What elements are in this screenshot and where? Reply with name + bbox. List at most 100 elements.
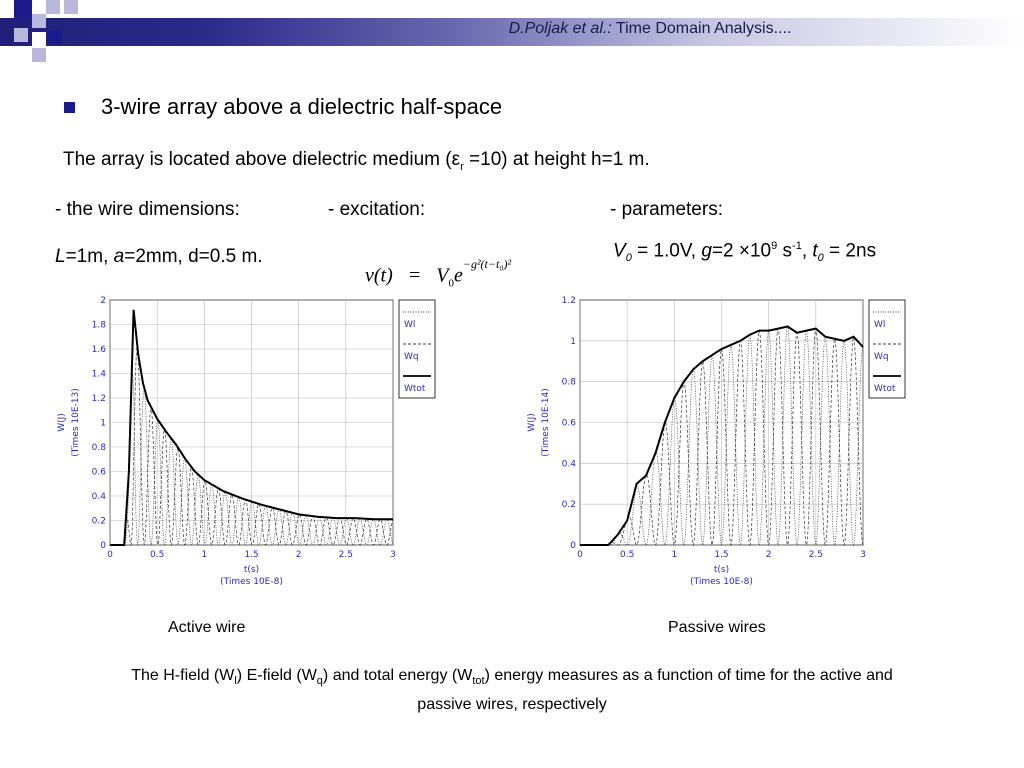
parameters: V0 = 1.0V, g=2 ×109 s-1, t0 = 2ns [613,240,876,264]
legend-label: Wtot [404,384,426,394]
dims-L-val: =1m, [65,246,114,267]
y-tick-label: 0.4 [92,492,107,502]
param-t-sub: 0 [817,252,824,265]
passive-wires-chart: 0 0.5 1 1.5 2 2.5 3 0 0.2 0.4 0.6 0.8 1 1.2 t(s) (Times… [527,296,906,587]
caption-passive-wires: Passive wires [668,619,766,636]
series-wq [608,327,864,547]
formula-exp: −g²(t−t₀)² [462,257,512,271]
y-tick-label: 0.8 [92,443,107,453]
x-axis-label: t(s) [714,565,729,575]
dims-a: a [113,246,125,267]
y-tick-label: 0.2 [562,500,576,510]
corner-square [14,28,28,42]
y-tick-label: 0 [570,541,576,551]
y-tick-label: 1 [100,419,106,429]
bullet-heading: 3-wire array above a dielectric half-spa… [101,94,503,119]
description: The array is located above dielectric me… [63,149,650,173]
corner-square [32,48,46,62]
y-tick-label: 1 [570,337,576,347]
legend-box [868,299,906,399]
caption-sub: q [316,675,323,688]
corner-square [32,14,46,28]
corner-square [32,32,46,46]
param-V-sub: 0 [625,252,632,265]
x-tick-label: 1.5 [244,550,258,560]
caption-part: The H-field (W [131,667,235,684]
y-tick-label: 1.2 [562,296,576,306]
formula-main: v(t) = V [365,264,449,287]
page-title: D.Poljak et al.: Time Domain Analysis...… [300,20,1000,38]
x-tick-label: 0 [577,550,583,560]
param-g-exp: 9 [771,240,778,252]
active-wire-chart: 0 0.5 1 1.5 2 2.5 3 0 0.2 0.4 0.6 0.8 1 1.2 1.4 1.6 1.8 2… [57,296,436,587]
legend-label: Wq [404,352,419,362]
param-s-exp: -1 [792,240,802,252]
param-g-val: =2 ×10 [711,240,772,262]
y-tick-label: 1.6 [92,345,107,355]
series-wtot [580,325,864,546]
caption-sub: l [234,675,237,688]
y-tick-label: 1.2 [92,394,106,404]
x-axis-unit: (Times 10E-8) [220,577,283,587]
series-wq [123,345,394,547]
x-axis-unit: (Times 10E-8) [690,577,753,587]
dims-rest: =2mm, d=0.5 m. [124,246,263,267]
caption-sub: tot [472,675,485,688]
caption-part: ) and total energy (W [322,667,473,684]
y-tick-label: 0 [100,541,106,551]
x-tick-label: 1 [671,550,677,560]
caption-active-wire: Active wire [168,619,246,636]
legend-label: Wl [874,320,885,330]
param-V: V [613,240,626,262]
desc-eps-sub: r [460,160,464,173]
legend-label: Wtot [874,384,896,394]
formula-e: e [453,264,463,287]
x-tick-label: 3 [390,550,396,560]
x-tick-label: 1.5 [714,550,728,560]
series-wtot [110,309,393,546]
desc-pre: The array is located above dielectric me… [63,149,452,170]
x-tick-label: 2.5 [809,550,823,560]
y-tick-label: 0.6 [562,419,577,429]
param-g: g [701,240,712,262]
corner-square [46,0,60,14]
y-tick-label: 0.2 [92,517,106,527]
y-tick-label: 1.4 [92,370,107,380]
dims-L: L [55,246,66,267]
x-tick-label: 2 [296,550,302,560]
x-tick-label: 3 [860,550,866,560]
x-tick-label: 2.5 [339,550,353,560]
y-tick-label: 0.4 [562,459,577,469]
y-tick-label: 0.6 [92,468,107,478]
legend-box [398,299,436,399]
caption-part: ) E-field (W [236,667,317,684]
y-axis-label: W(J) [527,413,537,432]
corner-square [64,0,78,14]
y-axis-label: W(J) [57,413,67,432]
y-tick-label: 2 [100,296,106,306]
corner-square [48,30,62,44]
formula-sub: 0 [448,277,454,290]
excitation-formula: v(t) = V0e−g²(t−t₀)² [355,240,511,290]
param-comma: , [801,240,813,262]
figure-caption: The H-field (Wl) E-field (Wq) and total … [20,664,1004,717]
bullet-icon [64,102,75,113]
legend-label: Wl [404,320,415,330]
x-tick-label: 2 [766,550,772,560]
x-tick-label: 0.5 [150,550,164,560]
param-V-val: = 1.0V, [631,240,702,262]
corner-square [14,0,32,18]
series-wl [124,373,394,547]
header-bar [0,18,1024,46]
y-axis-unit: (Times 10E-14) [541,388,551,456]
desc-eps: ε [451,149,461,170]
param-t: t [812,240,818,262]
x-tick-label: 0 [107,550,113,560]
legend-label: Wq [874,352,889,362]
x-tick-label: 0.5 [620,550,634,560]
excitation-label: - excitation: [328,199,426,220]
param-t-val: = 2ns [823,240,877,262]
dims-label: - the wire dimensions: [55,199,240,220]
y-tick-label: 0.8 [562,378,577,388]
desc-post: =10) at height h=1 m. [463,149,650,170]
